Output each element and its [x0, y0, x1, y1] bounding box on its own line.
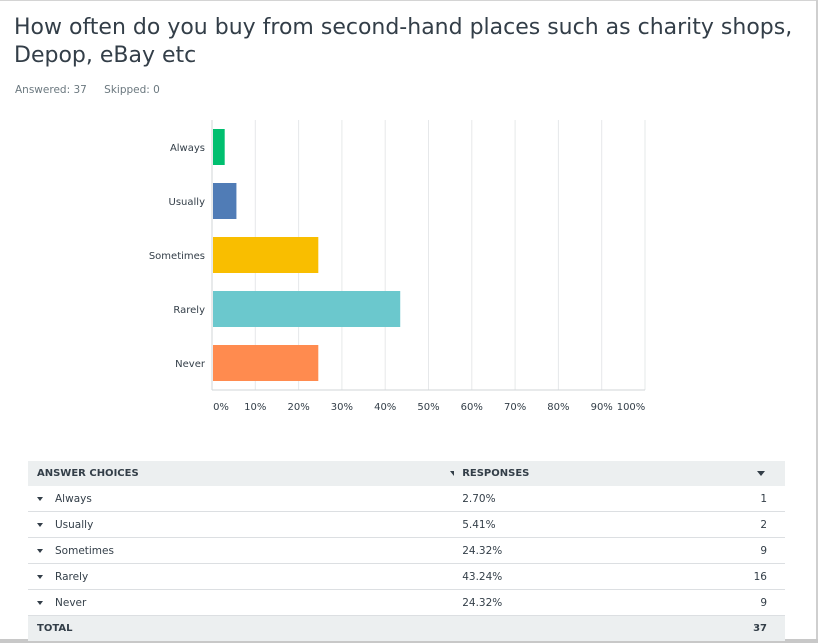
x-tick-label: 20%	[287, 402, 309, 413]
x-tick-label: 100%	[617, 402, 646, 413]
answer-choice-cell[interactable]: Always	[28, 486, 455, 512]
table-row: Rarely 43.24% 16	[28, 563, 785, 590]
response-count: 9	[634, 537, 785, 564]
answer-choices-header[interactable]: ANSWER CHOICES	[28, 461, 458, 486]
y-category-label: Never	[175, 359, 206, 370]
answer-choice-label: Sometimes	[55, 544, 114, 557]
question-meta: Answered: 37 Skipped: 0	[15, 84, 174, 96]
total-row: TOTAL 37	[28, 615, 785, 641]
x-tick-label: 60%	[461, 402, 483, 413]
x-tick-label: 90%	[591, 402, 613, 413]
table-row: Sometimes 24.32% 9	[28, 537, 785, 564]
x-tick-label: 30%	[331, 402, 353, 413]
frame-border-top	[0, 0, 818, 1]
answer-choice-label: Usually	[55, 518, 94, 531]
y-category-label: Rarely	[173, 305, 205, 316]
results-table: ANSWER CHOICES RESPONSES Always 2.70% 1 Usu…	[28, 461, 785, 641]
expand-caret-icon[interactable]	[37, 574, 43, 579]
bar	[213, 183, 237, 219]
sort-caret-icon[interactable]	[757, 471, 766, 476]
y-category-label: Always	[170, 143, 205, 154]
response-percent: 43.24%	[454, 563, 635, 590]
total-pct-empty	[454, 615, 635, 641]
answer-choice-cell[interactable]: Usually	[28, 511, 455, 538]
table-row: Always 2.70% 1	[28, 486, 785, 512]
question-title: How often do you buy from second-hand pl…	[14, 15, 793, 68]
responses-header[interactable]: RESPONSES	[454, 461, 785, 486]
answer-choice-cell[interactable]: Sometimes	[28, 537, 455, 564]
y-category-label: Sometimes	[149, 251, 205, 262]
x-tick-label: 40%	[374, 402, 396, 413]
expand-caret-icon[interactable]	[37, 522, 43, 527]
bar	[213, 129, 225, 165]
answer-choices-header-label: ANSWER CHOICES	[37, 468, 139, 479]
bar	[213, 345, 319, 381]
x-tick-label: 80%	[547, 402, 569, 413]
response-percent: 2.70%	[454, 486, 635, 512]
bar-chart: 0% 10% 20% 30% 40% 50% 60% 70% 80% 90% 100% Always U…	[149, 120, 646, 413]
y-category-label: Usually	[169, 197, 206, 208]
total-label: TOTAL	[28, 615, 455, 641]
response-count: 2	[634, 511, 785, 538]
answer-choice-label: Rarely	[55, 570, 89, 583]
table-header-row: ANSWER CHOICES RESPONSES	[28, 461, 785, 486]
bar	[213, 237, 319, 273]
answer-choice-label: Never	[55, 596, 87, 609]
x-tick-label: 10%	[244, 402, 266, 413]
table-row: Never 24.32% 9	[28, 589, 785, 616]
response-count: 9	[634, 589, 785, 616]
bar	[213, 291, 401, 327]
x-tick-label: 50%	[417, 402, 439, 413]
sort-caret-icon[interactable]	[450, 471, 458, 476]
response-count: 1	[634, 486, 785, 512]
total-count: 37	[634, 615, 785, 641]
skipped-count: Skipped: 0	[104, 84, 160, 96]
frame-border-bottom	[0, 639, 818, 643]
answer-choice-cell[interactable]: Never	[28, 589, 455, 616]
x-tick-label: 0%	[213, 402, 229, 413]
response-percent: 24.32%	[454, 537, 635, 564]
response-percent: 5.41%	[454, 511, 635, 538]
expand-caret-icon[interactable]	[37, 600, 43, 605]
frame-border-right	[816, 0, 818, 643]
answer-choice-cell[interactable]: Rarely	[28, 563, 455, 590]
expand-caret-icon[interactable]	[37, 548, 43, 553]
response-count: 16	[634, 563, 785, 590]
answer-choice-label: Always	[55, 492, 92, 505]
table-row: Usually 5.41% 2	[28, 511, 785, 538]
expand-caret-icon[interactable]	[37, 496, 43, 501]
responses-header-label: RESPONSES	[462, 468, 530, 479]
x-tick-label: 70%	[504, 402, 526, 413]
answered-count: Answered: 37	[15, 84, 87, 96]
response-percent: 24.32%	[454, 589, 635, 616]
